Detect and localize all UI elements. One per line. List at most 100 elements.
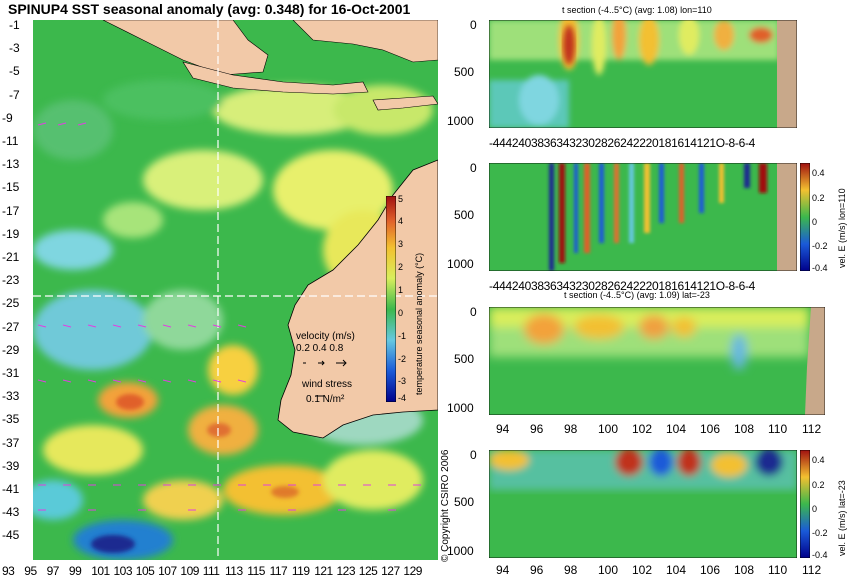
x-tick-label: 110 — [768, 563, 788, 577]
lon-tick-label: 99 — [68, 564, 82, 578]
lat-tick-label: -21 — [2, 250, 20, 264]
colorbar-ticks: 5 4 3 2 1 0 -1 -2 -3 -4 — [398, 194, 412, 406]
lat-tick-label: -9 — [2, 110, 13, 125]
x-tick-label: 102 — [632, 422, 653, 436]
vel-colorbar-1-ticks: 0.4 0.2 0 -0.2 -0.4 — [812, 163, 832, 275]
x-tick-label: 112 — [802, 422, 822, 436]
lon-tick-label: 129 — [403, 564, 422, 578]
y-tick: 0 — [470, 305, 477, 319]
colorbar-tick: 1 — [398, 285, 404, 295]
y-tick: 500 — [454, 208, 475, 222]
colorbar-label: temperature seasonal anomaly (°C) — [414, 252, 424, 395]
t-section-lat-plot — [489, 307, 825, 415]
lat-tick-label: -31 — [2, 366, 20, 380]
land-java — [182, 61, 369, 95]
lon-tick-label: 127 — [381, 564, 400, 578]
x-tick-label: 100 — [598, 563, 619, 577]
x-axis-labels-panel2: -44424038363432302826242220181614121O-8-… — [489, 279, 756, 293]
x-tick-label: 100 — [598, 422, 619, 436]
y-tick: 500 — [454, 352, 475, 366]
lon-tick-label: 109 — [180, 564, 199, 578]
wind-arrows — [37, 122, 421, 511]
lon-tick-label: 93 — [2, 564, 15, 578]
colorbar-tick: 0 — [812, 217, 818, 227]
lon-tick-label: 125 — [358, 564, 378, 578]
panel-1-title: t section (-4..5°C) (avg: 1.08) lon=110 — [562, 5, 712, 15]
x-tick-label: 96 — [530, 563, 544, 577]
y-tick: 500 — [454, 65, 475, 79]
lat-tick-label: -43 — [2, 505, 20, 520]
x-tick-label: 106 — [700, 563, 721, 577]
velocity-legend-title: velocity (m/s) — [296, 331, 355, 342]
lon-tick-label: 111 — [202, 564, 220, 578]
colorbar-tick: -2 — [398, 354, 407, 364]
vel-colorbar-2 — [800, 450, 810, 558]
lon-tick-label: 105 — [135, 564, 155, 578]
t-section-lon-plot — [489, 20, 797, 128]
x-tick-label: 104 — [666, 422, 687, 436]
lat-tick-label: -41 — [2, 482, 20, 496]
lat-tick-label: -3 — [9, 41, 20, 56]
x-tick-label: 102 — [632, 563, 653, 577]
colorbar-tick: 0 — [398, 308, 404, 318]
x-tick-label: 94 — [496, 563, 510, 577]
lon-tick-label: 107 — [158, 564, 177, 578]
vel-section-lon-plot — [489, 163, 797, 271]
y-tick: 0 — [470, 161, 477, 175]
y-tick: 1000 — [447, 401, 474, 415]
lat-tick-label: -5 — [9, 64, 20, 79]
lon-tick-label: 113 — [225, 564, 243, 578]
x-tick-label: 112 — [802, 563, 822, 577]
lat-tick-label: -7 — [9, 87, 20, 102]
colorbar-tick: -4 — [398, 393, 407, 403]
lat-tick-label: -29 — [2, 342, 20, 357]
lat-tick-label: -13 — [2, 157, 20, 172]
vel-colorbar-2-ticks: 0.4 0.2 0 -0.2 -0.4 — [812, 450, 832, 562]
y-tick: 0 — [470, 448, 477, 462]
y-tick: 1000 — [447, 114, 474, 128]
lon-tick-label: 123 — [336, 564, 356, 578]
colorbar-tick: 3 — [398, 239, 404, 249]
colorbar-tick: 0 — [812, 504, 818, 514]
lat-tick-label: -45 — [2, 528, 20, 543]
colorbar-tick: 0.4 — [812, 168, 825, 178]
lon-tick-label: 117 — [269, 564, 288, 578]
lat-tick-label: -1 — [9, 18, 20, 32]
colorbar-tick: -1 — [398, 331, 407, 341]
lat-tick-label: -37 — [2, 435, 20, 450]
x-tick-label: 98 — [564, 422, 578, 436]
lat-tick-label: -39 — [2, 458, 20, 473]
colorbar-tick: -0.4 — [812, 550, 828, 560]
x-tick-label: 94 — [496, 422, 510, 436]
colorbar-tick: -0.2 — [812, 528, 828, 538]
sst-map — [33, 20, 438, 560]
land-sumatra — [102, 20, 269, 76]
x-tick-label: 110 — [768, 422, 788, 436]
lon-tick-label: 115 — [247, 564, 265, 578]
lat-tick-label: -33 — [2, 389, 20, 404]
velocity-legend-arrows — [303, 359, 347, 367]
vel-section-lat-plot — [489, 450, 797, 558]
y-tick: 1000 — [447, 544, 474, 558]
wind-legend-value: 0.1 N/m² — [306, 394, 345, 405]
lon-tick-label: 103 — [113, 564, 133, 578]
x-tick-label: 106 — [700, 422, 721, 436]
temperature-colorbar — [386, 196, 396, 402]
copyright: © Copyright CSIRO 2006 — [440, 449, 451, 562]
colorbar-tick: 0.2 — [812, 480, 825, 490]
vel-colorbar-1 — [800, 163, 810, 271]
lat-tick-label: -35 — [2, 412, 20, 427]
panel-3-title: t section (-4..5°C) (avg: 1.09) lat=-23 — [564, 290, 710, 300]
lon-tick-label: 95 — [24, 564, 37, 578]
colorbar-tick: -3 — [398, 376, 407, 386]
colorbar-tick: 0.2 — [812, 193, 825, 203]
y-tick: 500 — [454, 495, 475, 509]
land-lesser-sunda — [372, 95, 438, 111]
y-tick: 1000 — [447, 257, 474, 271]
colorbar-tick: 5 — [398, 194, 404, 204]
colorbar-tick: -0.4 — [812, 263, 828, 273]
x-tick-label: 96 — [530, 422, 544, 436]
x-tick-label: 108 — [734, 563, 755, 577]
x-tick-label: 108 — [734, 422, 755, 436]
land-australia — [277, 159, 438, 439]
